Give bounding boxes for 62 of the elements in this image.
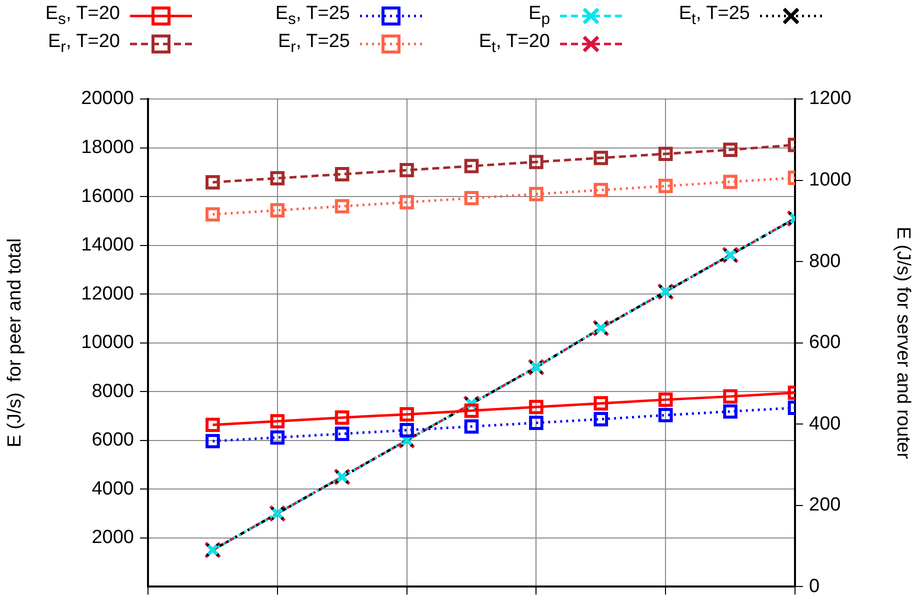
- point: [206, 434, 220, 448]
- point: [334, 410, 350, 425]
- legend-label: E$_{r}$, T=25: [278, 31, 350, 57]
- point: [270, 414, 285, 428]
- y-tick-label: 2000: [92, 527, 134, 548]
- point: [400, 162, 414, 178]
- y2-tick-label: 800: [809, 250, 841, 272]
- point: [723, 174, 738, 190]
- y-axis-title: E (J/s) for peer and total: [4, 238, 26, 448]
- point: [594, 412, 608, 426]
- point: [464, 419, 479, 434]
- point: [723, 389, 738, 404]
- y2-tick-label: 400: [809, 413, 841, 434]
- point: [529, 186, 544, 202]
- point: [334, 199, 350, 214]
- point: [400, 423, 414, 438]
- point: [206, 418, 220, 432]
- point: [594, 150, 608, 166]
- point: [594, 396, 608, 410]
- y2-tick-label: 200: [809, 494, 841, 516]
- y-tick-label: 18000: [81, 136, 134, 158]
- point: [270, 171, 285, 186]
- y2-axis-title: E (J/s) for server and router: [892, 226, 914, 460]
- point: [400, 195, 414, 210]
- y-tick-label: 20000: [81, 88, 134, 110]
- point: [464, 190, 479, 206]
- point: [529, 154, 544, 170]
- point: [464, 158, 479, 174]
- point: [658, 146, 673, 162]
- y-tick-label: 10000: [81, 332, 134, 354]
- point: [400, 407, 414, 422]
- legend-label: E$_{p}$: [528, 3, 550, 29]
- point: [270, 430, 285, 445]
- legend-label: E$_{s}$, T=25: [275, 3, 350, 29]
- y-tick-label: 6000: [92, 430, 134, 451]
- point: [334, 426, 350, 441]
- point: [723, 142, 738, 157]
- point: [529, 416, 544, 430]
- y2-tick-label: 1000: [809, 170, 852, 190]
- point: [334, 167, 350, 182]
- y-tick-label: 16000: [81, 186, 134, 207]
- point: [206, 175, 220, 190]
- point: [270, 203, 285, 218]
- point: [206, 207, 220, 222]
- legend-label: E$_{s}$, T=20: [45, 3, 120, 29]
- y2-tick-label: 600: [809, 332, 841, 354]
- legend-label: E$_{r}$, T=20: [48, 31, 120, 57]
- legend-label: E$_{t}$, T=25: [678, 3, 750, 29]
- y2-tick-label: 1200: [809, 88, 852, 110]
- point: [529, 400, 544, 414]
- y-tick-label: 8000: [92, 380, 134, 402]
- point: [464, 404, 479, 418]
- point: [658, 178, 673, 194]
- point: [658, 408, 673, 422]
- y2-tick-label: 0: [809, 576, 820, 597]
- point: [658, 392, 673, 407]
- point: [723, 404, 738, 419]
- y-tick-label: 14000: [81, 234, 134, 256]
- y-tick-label: 12000: [81, 283, 134, 304]
- legend-label: E$_{t}$, T=20: [478, 31, 550, 57]
- point: [594, 182, 608, 198]
- y-tick-label: 4000: [92, 478, 134, 500]
